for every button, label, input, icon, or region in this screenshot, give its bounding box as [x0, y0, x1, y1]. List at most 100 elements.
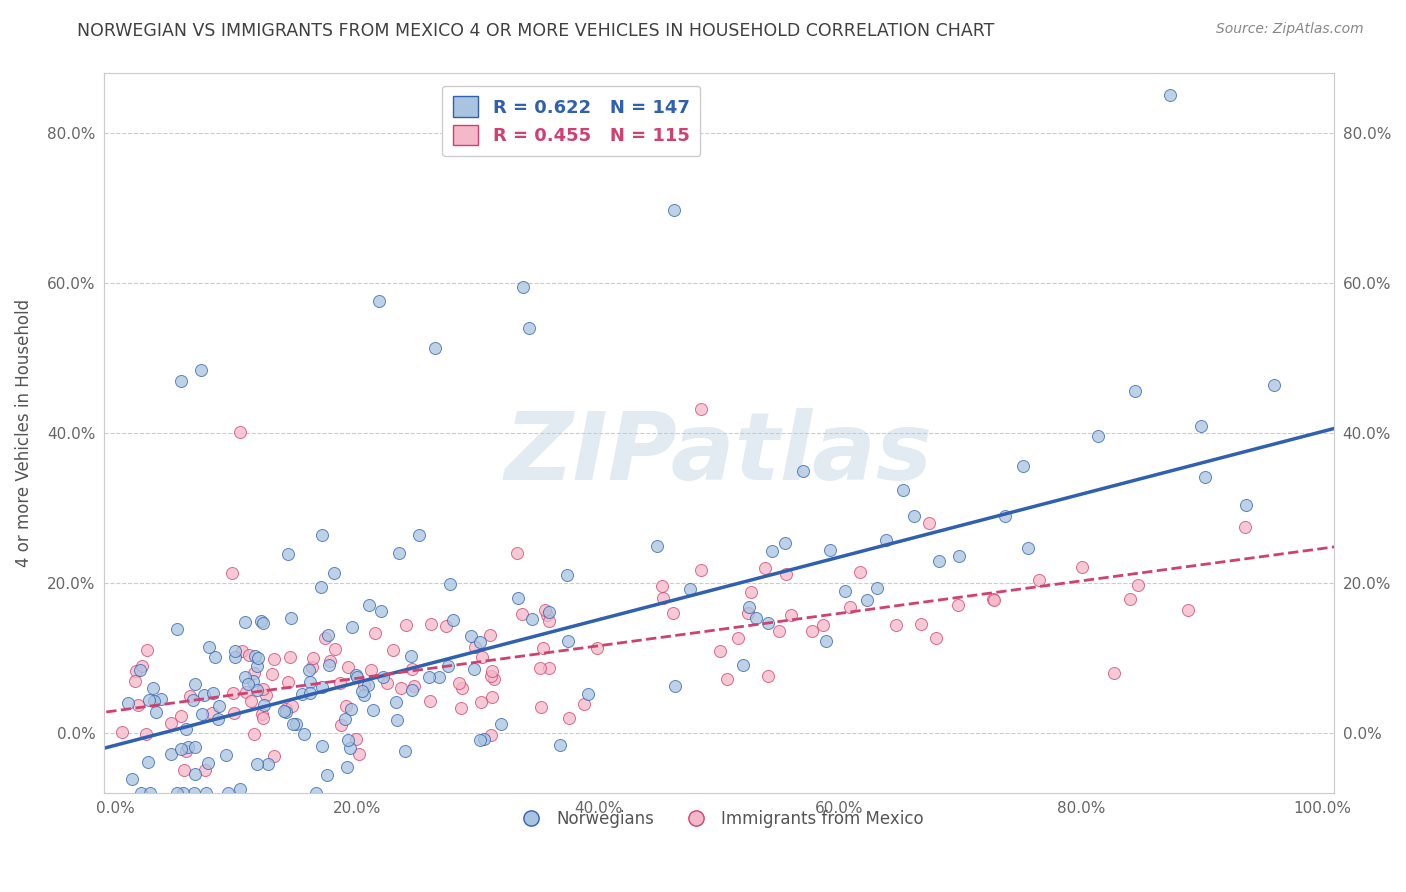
Point: [274, 701, 297, 715]
Point: [207, 713, 229, 727]
Point: [536, 607, 558, 622]
Point: [135, 727, 157, 741]
Point: [336, 660, 359, 674]
Point: [194, 763, 217, 777]
Point: [190, 706, 212, 721]
Point: [280, 610, 302, 624]
Point: [246, 756, 269, 771]
Point: [891, 483, 914, 497]
Point: [131, 658, 153, 673]
Point: [1125, 384, 1147, 398]
Point: [370, 603, 392, 617]
Point: [221, 566, 243, 581]
Point: [1194, 470, 1216, 484]
Point: [472, 731, 495, 746]
Point: [222, 686, 245, 700]
Point: [339, 702, 361, 716]
Point: [335, 712, 357, 726]
Point: [679, 582, 702, 597]
Point: [298, 663, 321, 677]
Point: [243, 727, 266, 741]
Point: [506, 546, 529, 560]
Point: [918, 516, 941, 530]
Point: [284, 717, 307, 731]
Point: [336, 733, 359, 747]
Point: [1017, 541, 1039, 556]
Point: [1177, 603, 1199, 617]
Point: [236, 677, 259, 691]
Point: [709, 644, 731, 658]
Point: [361, 703, 384, 717]
Point: [281, 698, 304, 713]
Point: [434, 619, 457, 633]
Point: [994, 509, 1017, 524]
Point: [357, 599, 380, 613]
Point: [1102, 665, 1125, 680]
Point: [1119, 592, 1142, 607]
Point: [174, 744, 197, 758]
Point: [193, 688, 215, 702]
Point: [201, 706, 224, 721]
Point: [948, 549, 970, 563]
Point: [773, 536, 796, 550]
Point: [387, 713, 409, 727]
Point: [768, 624, 790, 639]
Point: [166, 786, 188, 800]
Point: [184, 767, 207, 781]
Point: [129, 663, 152, 677]
Point: [235, 615, 257, 629]
Point: [420, 617, 443, 632]
Point: [117, 696, 139, 710]
Point: [463, 662, 485, 676]
Point: [740, 585, 762, 599]
Point: [368, 293, 391, 308]
Point: [408, 528, 430, 542]
Point: [217, 786, 239, 800]
Point: [179, 690, 201, 704]
Point: [517, 321, 540, 335]
Point: [202, 686, 225, 700]
Point: [468, 635, 491, 649]
Point: [229, 781, 252, 796]
Point: [479, 727, 502, 741]
Point: [855, 592, 877, 607]
Point: [177, 740, 200, 755]
Point: [342, 620, 364, 634]
Point: [252, 682, 274, 697]
Point: [834, 584, 856, 599]
Point: [811, 618, 834, 632]
Point: [207, 698, 229, 713]
Text: ZIPatlas: ZIPatlas: [505, 409, 934, 500]
Point: [848, 566, 870, 580]
Point: [281, 717, 304, 731]
Point: [470, 695, 492, 709]
Point: [651, 579, 673, 593]
Point: [323, 642, 346, 657]
Point: [530, 699, 553, 714]
Point: [235, 684, 257, 698]
Point: [450, 701, 472, 715]
Point: [727, 632, 749, 646]
Point: [160, 747, 183, 761]
Point: [419, 694, 441, 708]
Point: [538, 661, 561, 675]
Point: [142, 694, 165, 708]
Point: [277, 547, 299, 561]
Point: [224, 649, 246, 664]
Point: [548, 738, 571, 752]
Point: [273, 704, 295, 718]
Point: [647, 539, 669, 553]
Point: [138, 693, 160, 707]
Point: [865, 582, 887, 596]
Point: [910, 617, 932, 632]
Point: [522, 612, 544, 626]
Point: [388, 546, 411, 560]
Point: [576, 687, 599, 701]
Point: [1028, 573, 1050, 587]
Point: [136, 643, 159, 657]
Point: [136, 755, 159, 769]
Point: [690, 563, 713, 577]
Point: [278, 649, 301, 664]
Legend: Norwegians, Immigrants from Mexico: Norwegians, Immigrants from Mexico: [508, 804, 929, 835]
Point: [316, 768, 339, 782]
